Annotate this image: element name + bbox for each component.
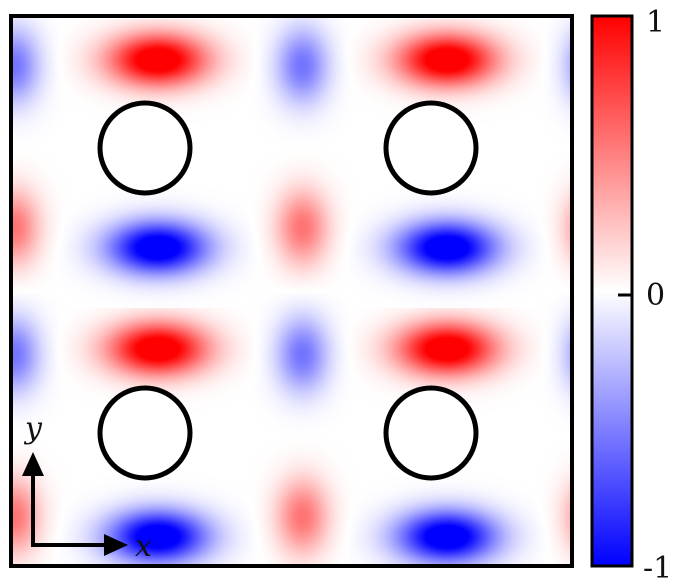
- inclusion-circle-1: [97, 100, 193, 196]
- plot-frame: [9, 14, 574, 568]
- x-axis-arrowhead: [104, 534, 128, 556]
- inclusion-circle-4: [383, 385, 479, 481]
- field-intensity-image: [11, 16, 572, 566]
- y-axis-label: y: [23, 411, 43, 446]
- inclusions-group: [97, 100, 479, 481]
- colorbar-tick-min: -1: [643, 551, 672, 585]
- x-axis-label: x: [135, 529, 152, 564]
- colorbar: 1 0 -1: [590, 5, 672, 585]
- axes-indicator: y x: [22, 411, 152, 564]
- colorbar-tick-max: 1: [646, 5, 665, 40]
- field-map: [9, 14, 574, 568]
- colorbar-tick-zero: 0: [646, 278, 665, 313]
- y-axis-arrowhead: [22, 452, 44, 476]
- inclusion-circle-2: [383, 100, 479, 196]
- inclusion-circle-3: [97, 385, 193, 481]
- colorbar-bar: [590, 14, 634, 568]
